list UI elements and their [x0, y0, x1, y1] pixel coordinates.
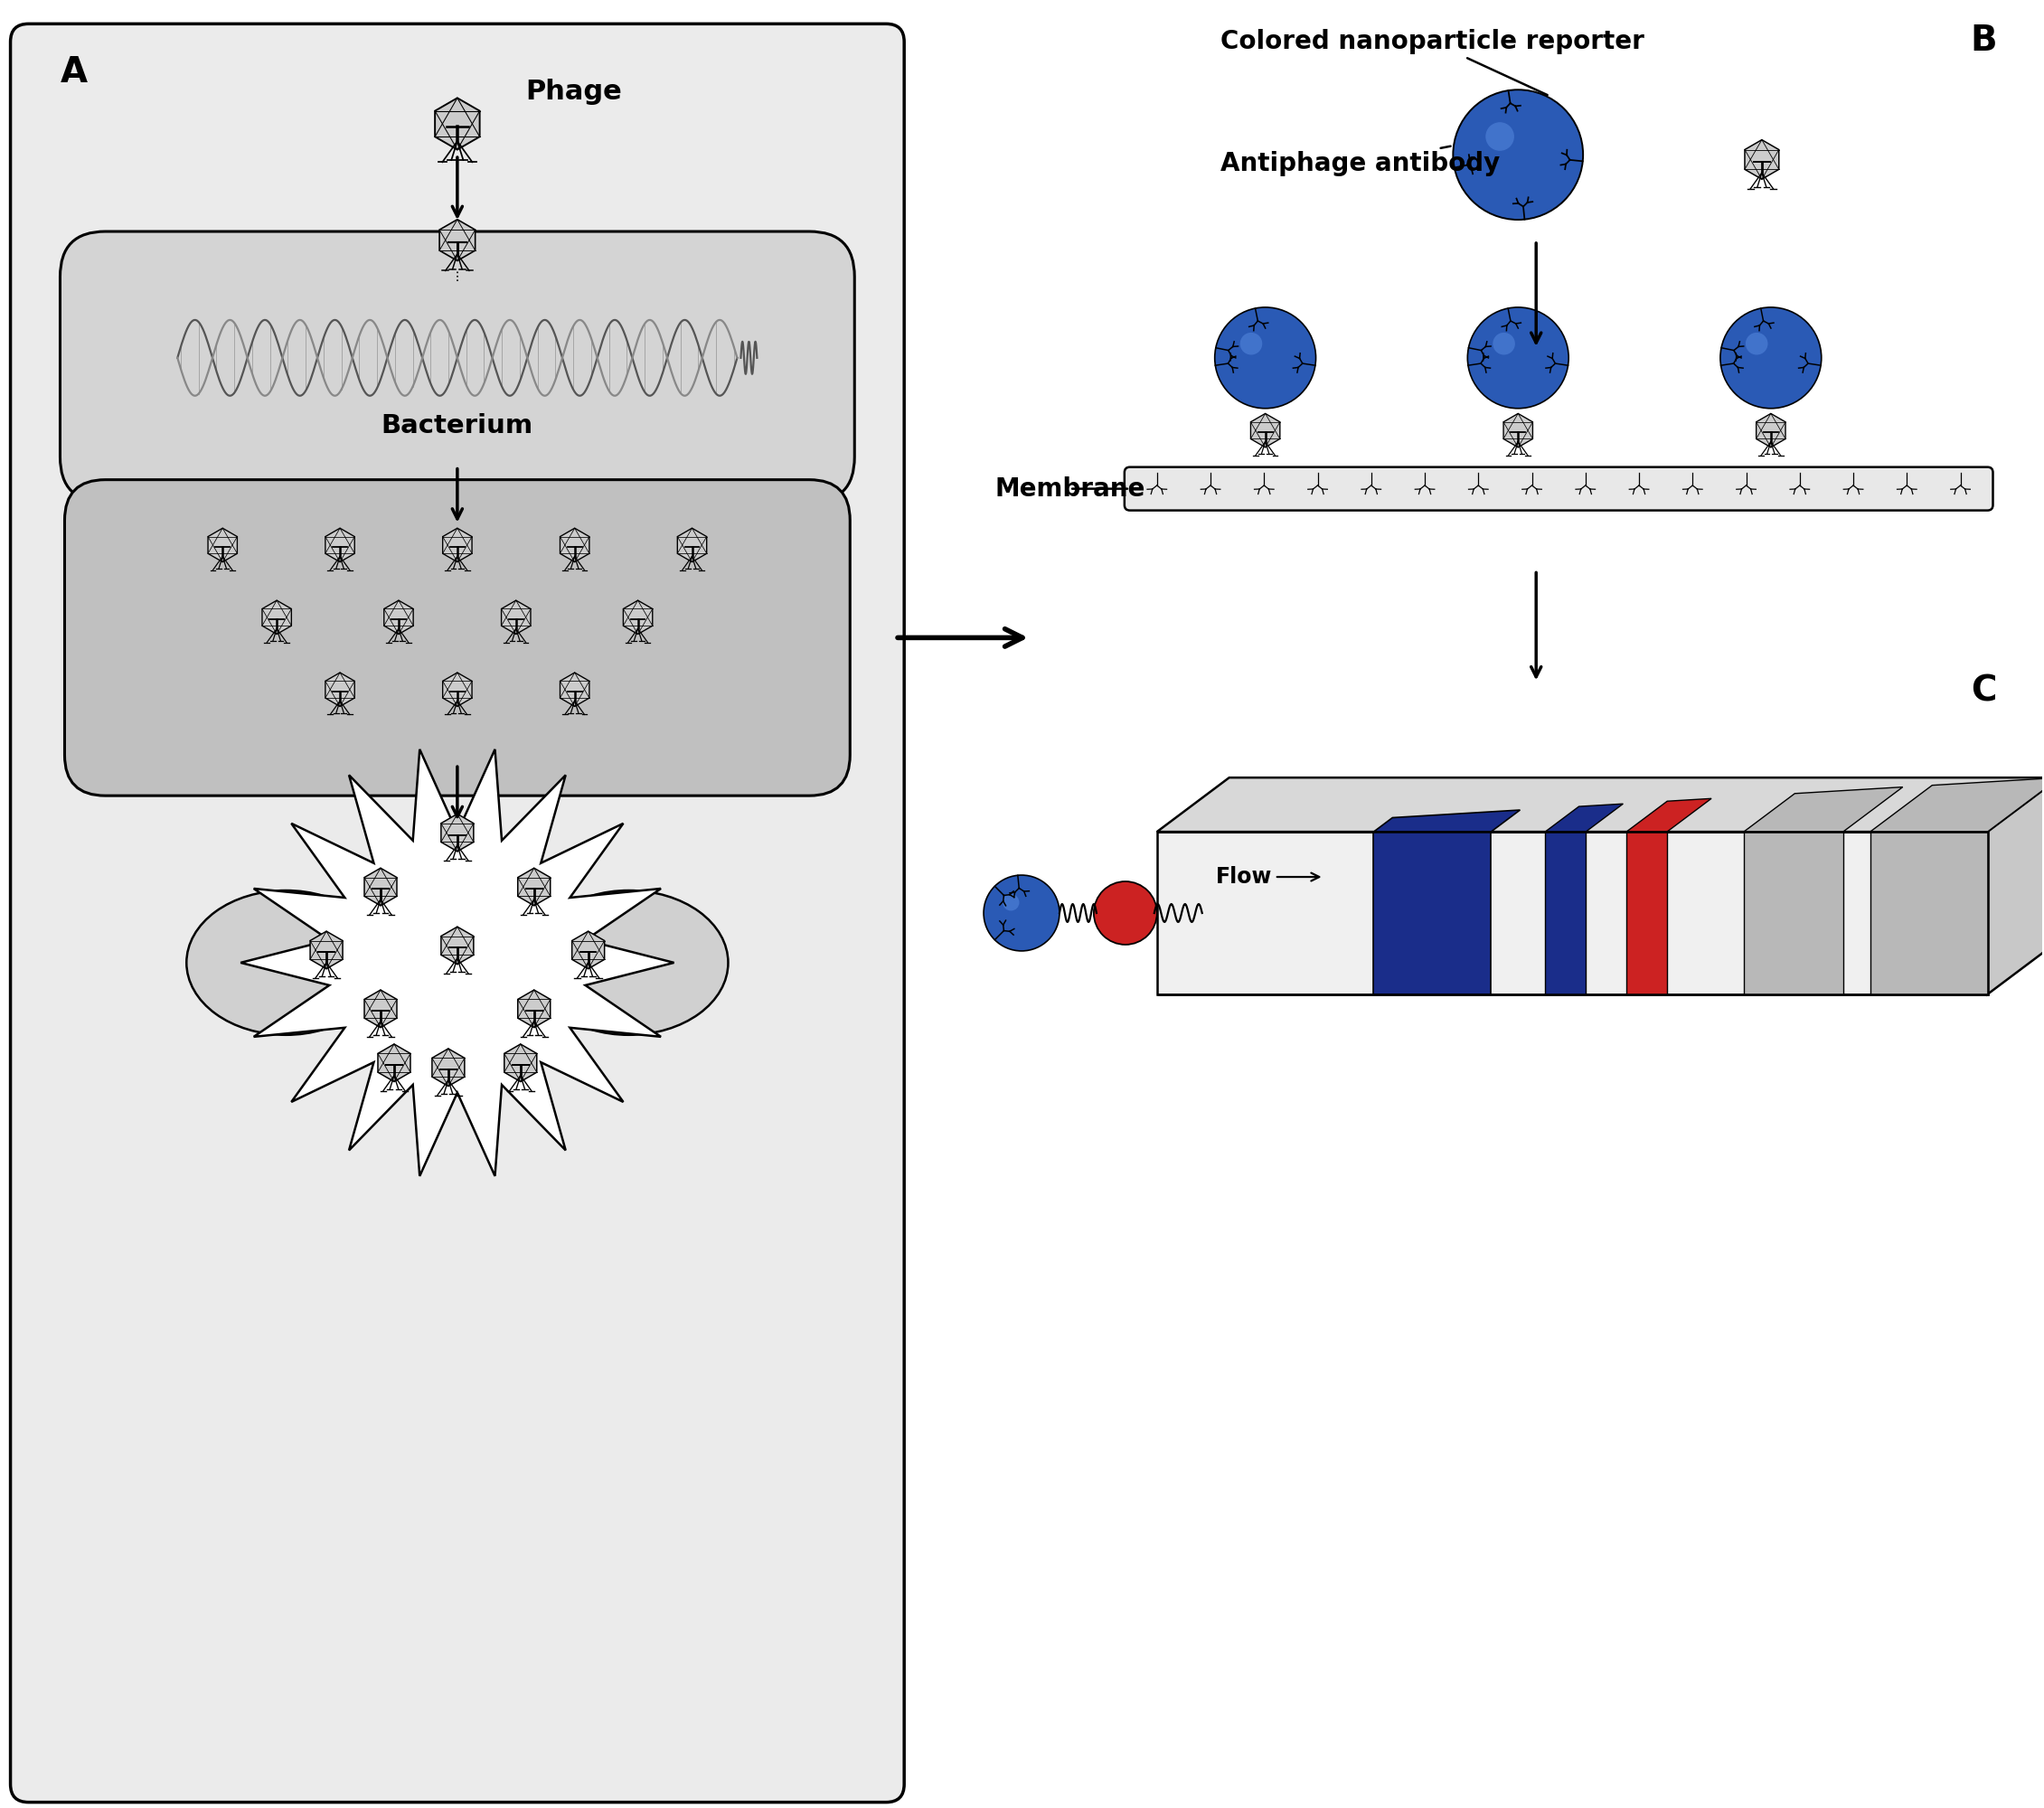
- Polygon shape: [1374, 810, 1521, 832]
- Text: Colored nanoparticle reporter: Colored nanoparticle reporter: [1220, 29, 1643, 96]
- Text: Bacterium: Bacterium: [382, 412, 533, 438]
- Polygon shape: [444, 673, 472, 707]
- Polygon shape: [1744, 832, 1844, 994]
- Text: Flow: Flow: [1216, 866, 1318, 888]
- Ellipse shape: [186, 891, 384, 1034]
- Circle shape: [1492, 333, 1515, 354]
- Polygon shape: [241, 749, 675, 1175]
- Polygon shape: [435, 98, 480, 150]
- Polygon shape: [311, 931, 343, 969]
- Polygon shape: [1374, 832, 1490, 994]
- Polygon shape: [1746, 139, 1778, 179]
- Polygon shape: [517, 868, 550, 906]
- Polygon shape: [501, 600, 531, 635]
- Polygon shape: [1870, 832, 1987, 994]
- Circle shape: [1721, 307, 1821, 409]
- Circle shape: [1453, 90, 1582, 221]
- Polygon shape: [1504, 414, 1533, 447]
- Polygon shape: [1627, 832, 1668, 994]
- Polygon shape: [442, 814, 474, 852]
- Polygon shape: [364, 868, 397, 906]
- Polygon shape: [439, 219, 474, 260]
- Ellipse shape: [529, 891, 728, 1034]
- Polygon shape: [1627, 799, 1711, 832]
- Circle shape: [1214, 307, 1316, 409]
- Circle shape: [1094, 882, 1157, 944]
- Polygon shape: [623, 600, 652, 635]
- Polygon shape: [442, 928, 474, 964]
- FancyBboxPatch shape: [1124, 466, 1993, 510]
- Polygon shape: [1744, 786, 1903, 832]
- Polygon shape: [208, 528, 237, 562]
- Polygon shape: [262, 600, 292, 635]
- Polygon shape: [572, 931, 605, 969]
- Polygon shape: [1987, 777, 2044, 994]
- Polygon shape: [1157, 777, 2044, 832]
- Text: Membrane: Membrane: [995, 476, 1145, 501]
- Polygon shape: [1870, 777, 2044, 832]
- Polygon shape: [431, 1049, 464, 1087]
- Text: Antiphage antibody: Antiphage antibody: [1220, 146, 1500, 177]
- Polygon shape: [384, 600, 413, 635]
- Polygon shape: [325, 673, 354, 707]
- Polygon shape: [505, 1043, 538, 1081]
- Polygon shape: [1251, 414, 1280, 447]
- Circle shape: [1468, 307, 1568, 409]
- Circle shape: [1746, 333, 1768, 354]
- Polygon shape: [444, 528, 472, 562]
- Polygon shape: [1545, 832, 1586, 994]
- Polygon shape: [378, 1043, 411, 1081]
- Polygon shape: [1545, 805, 1623, 832]
- FancyBboxPatch shape: [59, 231, 854, 503]
- Polygon shape: [364, 991, 397, 1027]
- Circle shape: [1486, 123, 1515, 150]
- FancyBboxPatch shape: [65, 479, 850, 796]
- Polygon shape: [560, 528, 589, 562]
- Text: C: C: [1970, 674, 1997, 709]
- Circle shape: [1004, 895, 1020, 911]
- Text: A: A: [59, 56, 88, 90]
- Text: Phage: Phage: [525, 78, 621, 105]
- Polygon shape: [325, 528, 354, 562]
- Text: B: B: [1970, 24, 1997, 58]
- FancyBboxPatch shape: [10, 24, 903, 1803]
- Polygon shape: [560, 673, 589, 707]
- Polygon shape: [1157, 832, 1987, 994]
- Polygon shape: [1756, 414, 1786, 447]
- Polygon shape: [517, 991, 550, 1027]
- Circle shape: [1241, 333, 1263, 354]
- Circle shape: [983, 875, 1059, 951]
- Polygon shape: [677, 528, 707, 562]
